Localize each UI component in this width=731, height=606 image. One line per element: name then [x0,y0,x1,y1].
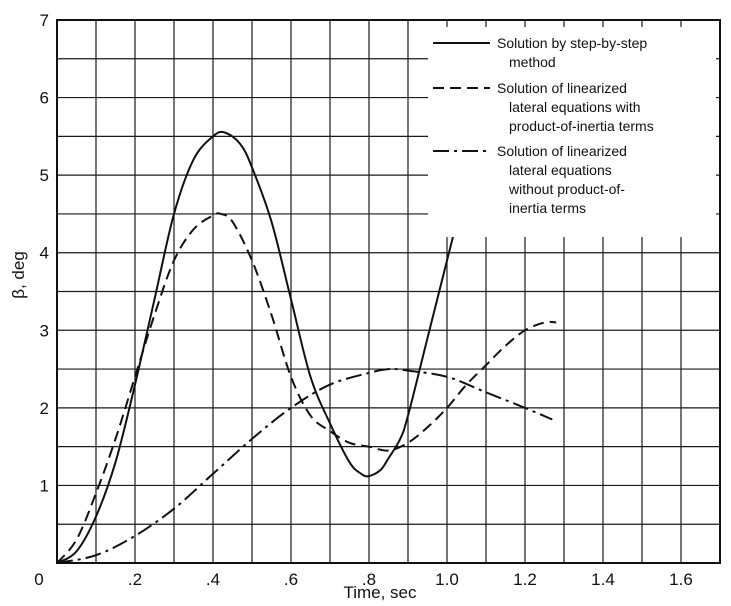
y-tick-label: 3 [40,321,49,340]
step-by-step-curve [56,130,468,564]
legend-label: without product-of- [508,181,625,197]
x-tick-label: 1.2 [513,570,537,589]
x-tick-label: .4 [206,570,220,589]
x-tick-label: 1.4 [591,570,615,589]
plot-frame [56,19,721,564]
y-tick-label: 1 [40,476,49,495]
legend-item: Solution by step-by-step method [433,35,647,70]
x-tick-label: .2 [128,570,142,589]
legend: Solution by step-by-step method Solution o… [428,27,716,237]
legend-item: Solution of linearized lateral equations w… [433,143,627,216]
curves [56,130,557,564]
x-tick-label: .6 [284,570,298,589]
legend-label: method [509,54,556,70]
x-axis-title: Time, sec [343,583,417,602]
axes [56,19,721,564]
linearized-with-poi-curve [56,212,557,564]
legend-label: inertia terms [509,200,586,216]
y-tick-label: 2 [40,399,49,418]
legend-label: product-of-inertia terms [509,118,654,134]
legend-label: Solution of linearized [497,143,627,159]
x-tick-label: 0 [34,570,43,589]
x-tick-label: 1.6 [669,570,693,589]
tick-labels: 0 .2 .4 .6 .8 1.0 1.2 1.4 1.6 1 2 3 4 5 6 7 [34,11,693,589]
y-tick-label: 7 [40,11,49,30]
legend-label: lateral equations with [509,99,641,115]
legend-box [428,27,716,237]
y-tick-label: 5 [40,166,49,185]
legend-label: Solution of linearized [497,80,627,96]
x-tick-label: 1.0 [435,570,459,589]
y-tick-label: 6 [40,89,49,108]
legend-label: Solution by step-by-step [497,35,647,51]
x-tick-label: .8 [362,570,376,589]
linearized-without-poi-curve [56,367,553,564]
y-tick-label: 4 [40,244,49,263]
legend-label: lateral equations [509,162,612,178]
y-axis-title: β, deg [9,251,28,299]
legend-item: Solution of linearized lateral equations … [433,80,654,134]
